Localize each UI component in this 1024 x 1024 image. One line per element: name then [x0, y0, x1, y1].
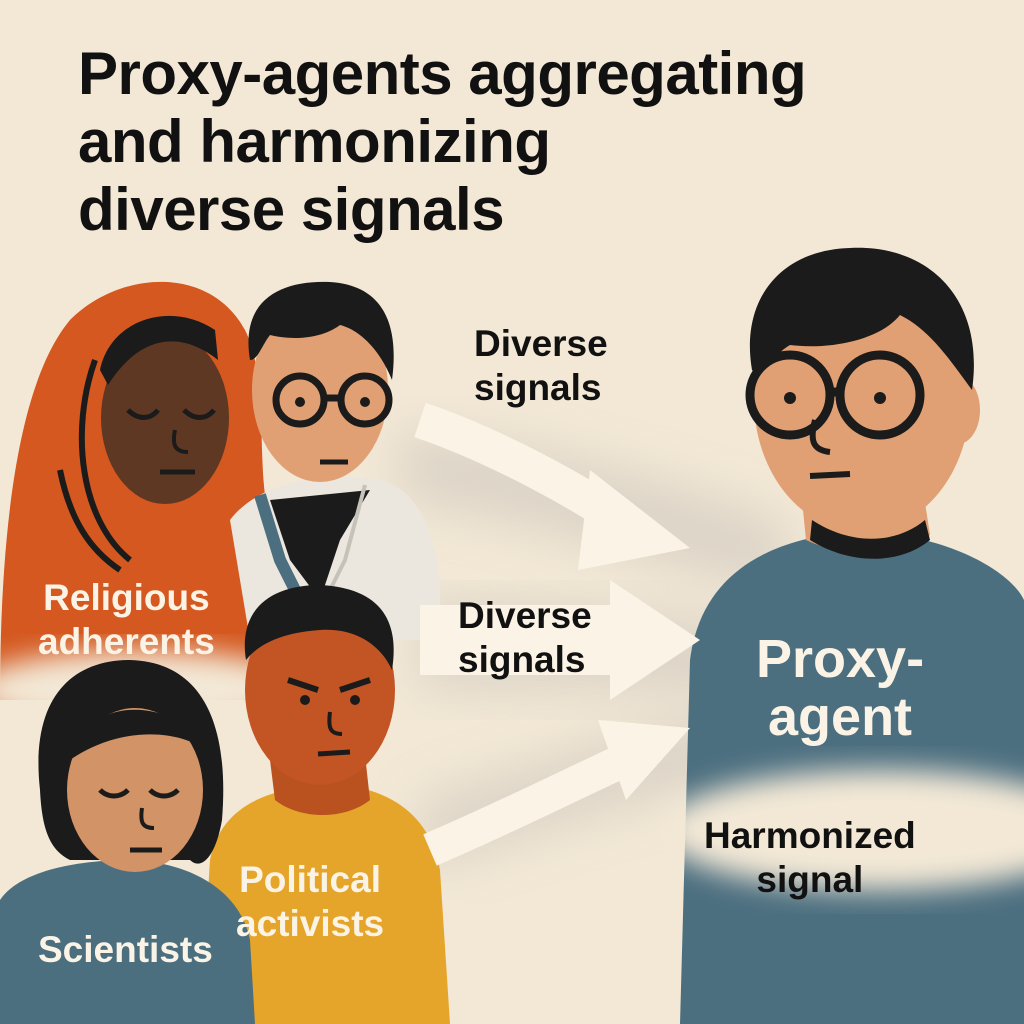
scientists-label: Scientists: [38, 928, 213, 972]
label-line: Diverse: [458, 595, 592, 636]
title-line: and harmonizing: [78, 108, 551, 175]
political-activist-figure: [200, 585, 450, 1024]
scientist-woman-figure: [0, 660, 255, 1024]
label-line: Proxy-: [756, 629, 925, 689]
religious-adherents-label: Religious adherents: [38, 576, 215, 664]
label-line: Political: [239, 859, 381, 900]
label-line: Religious: [43, 577, 210, 618]
proxy-agent-figure: [660, 247, 1024, 1024]
label-line: adherents: [38, 621, 215, 662]
label-line: signals: [474, 367, 602, 408]
label-line: signal: [756, 859, 864, 900]
diagram-title: Proxy-agents aggregating and harmonizing…: [78, 40, 807, 244]
scientist-glasses-figure: [230, 281, 440, 640]
diverse-signals-label-top: Diverse signals: [474, 322, 608, 410]
label-line: signals: [458, 639, 586, 680]
arrow-bottom: [423, 720, 690, 866]
signal-arrows: [414, 402, 700, 866]
arrow-middle: [420, 580, 700, 700]
arrow-top: [414, 402, 690, 570]
label-line: agent: [768, 687, 913, 747]
diverse-signals-label-middle: Diverse signals: [458, 594, 592, 682]
political-activists-label: Political activists: [236, 858, 384, 946]
title-line: Proxy-agents aggregating: [78, 40, 807, 107]
label-line: Harmonized: [704, 815, 916, 856]
title-line: diverse signals: [78, 176, 505, 243]
label-line: Scientists: [38, 929, 213, 970]
proxy-agent-label: Proxy- agent: [756, 630, 924, 746]
harmonized-signal-label: Harmonized signal: [704, 814, 916, 902]
label-line: Diverse: [474, 323, 608, 364]
label-line: activists: [236, 903, 385, 944]
